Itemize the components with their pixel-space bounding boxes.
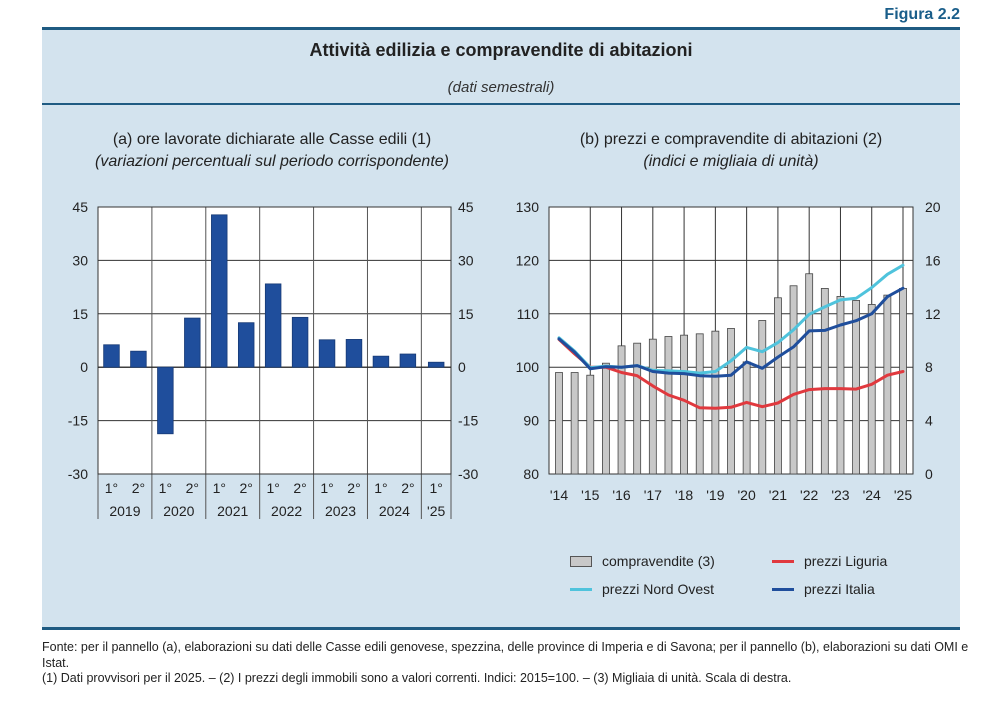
legend-item-nord-ovest: prezzi Nord Ovest: [570, 581, 714, 597]
figure-frame: Attività edilizia e compravendite di abi…: [42, 27, 960, 630]
panel-b-title: (b) prezzi e compravendite di abitazioni…: [579, 131, 883, 148]
panel-a-subtitle: (variazioni percentuali sul periodo corr…: [95, 153, 449, 170]
legend-line-nord-ovest-icon: [570, 587, 592, 591]
legend-label: prezzi Nord Ovest: [602, 581, 715, 597]
footnotes: Fonte: per il pannello (a), elaborazioni…: [42, 640, 972, 687]
legend-item-italia: prezzi Italia: [772, 581, 875, 597]
panel-a-title-block: (a) ore lavorate dichiarate alle Casse e…: [42, 129, 502, 173]
figure-subtitle: (dati semestrali): [447, 79, 555, 96]
legend-label: compravendite (3): [602, 553, 715, 569]
footnote-source: Fonte: per il pannello (a), elaborazioni…: [42, 640, 969, 670]
panel-b-subtitle: (indici e migliaia di unità): [643, 153, 819, 170]
legend-label: prezzi Liguria: [804, 553, 888, 569]
legend-line-italia-icon: [772, 587, 794, 591]
panel-b-title-block: (b) prezzi e compravendite di abitazioni…: [502, 129, 960, 173]
title-band: Attività edilizia e compravendite di abi…: [42, 30, 960, 105]
panel-a-title: (a) ore lavorate dichiarate alle Casse e…: [112, 131, 432, 148]
figure-title: Attività edilizia e compravendite di abi…: [309, 40, 693, 60]
legend-item-liguria: prezzi Liguria: [772, 553, 887, 569]
footnote-notes: (1) Dati provvisori per il 2025. – (2) I…: [42, 671, 792, 685]
legend-line-liguria-icon: [772, 559, 794, 563]
legend-label: prezzi Italia: [804, 581, 875, 597]
figure-label: Figura 2.2: [884, 6, 960, 23]
legend-item-compravendite: compravendite (3): [570, 553, 715, 569]
legend-swatch-bar-icon: [570, 555, 592, 567]
